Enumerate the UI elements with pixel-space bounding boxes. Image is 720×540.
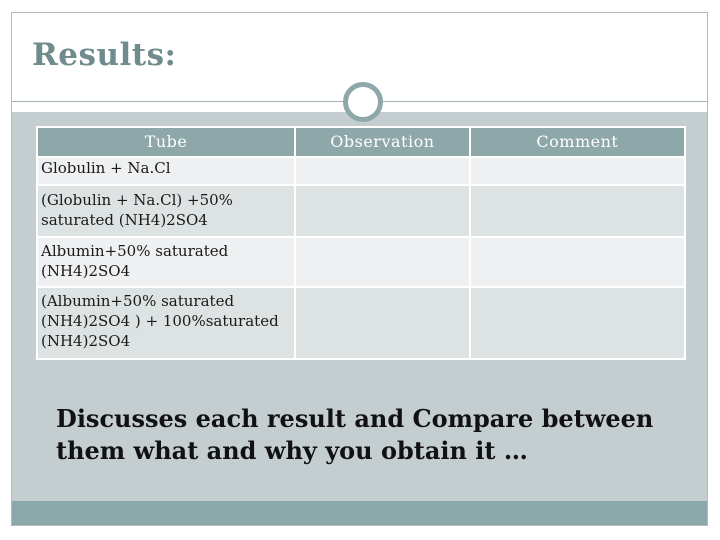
slide-footer [12,501,707,525]
table-row: (Albumin+50% saturated (NH4)2SO4 ) + 100… [35,286,687,360]
tube-cell: Albumin+50% saturated (NH4)2SO4 [35,236,297,288]
observation-cell [294,286,471,360]
tube-cell: Globulin + Na.Cl [35,156,297,186]
discussion-text: Discusses each result and Compare betwee… [56,404,654,465]
observation-cell [294,236,471,288]
circle-ornament-icon [343,82,383,122]
observation-cell [294,156,471,186]
table-row: (Globulin + Na.Cl) +50% saturated (NH4)2… [35,184,687,238]
slide: Results: Tube Observation Comment Globul… [11,12,708,526]
observation-cell [294,184,471,238]
slide-title: Results: [32,37,177,73]
column-header-comment: Comment [468,126,687,158]
table-row: Globulin + Na.Cl [35,156,687,186]
tube-cell: (Globulin + Na.Cl) +50% saturated (NH4)2… [35,184,297,238]
results-table: Tube Observation Comment Globulin + Na.C… [35,126,687,360]
column-header-observation: Observation [294,126,471,158]
table-header-row: Tube Observation Comment [35,126,687,158]
comment-cell [468,286,687,360]
comment-cell [468,236,687,288]
tube-cell: (Albumin+50% saturated (NH4)2SO4 ) + 100… [35,286,297,360]
comment-cell [468,156,687,186]
column-header-tube: Tube [35,126,297,158]
table-row: Albumin+50% saturated (NH4)2SO4 [35,236,687,288]
comment-cell [468,184,687,238]
